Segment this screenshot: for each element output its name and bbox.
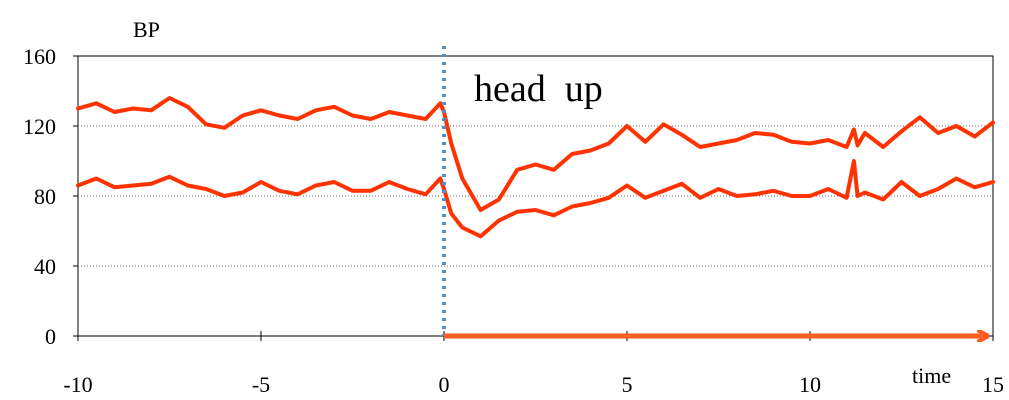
y-tick-label-40: 40 bbox=[34, 254, 56, 279]
series-line-1 bbox=[76, 96, 995, 212]
event-annotation: head up bbox=[474, 68, 603, 110]
y-tick-label-0: 0 bbox=[45, 324, 56, 349]
y-tick-label-80: 80 bbox=[34, 184, 56, 209]
y-axis-title: BP bbox=[133, 17, 160, 42]
x-tick-label--10: -10 bbox=[63, 372, 92, 397]
x-tick-label-10: 10 bbox=[799, 372, 821, 397]
y-tick-label-120: 120 bbox=[23, 114, 56, 139]
y-tick-labels: 0 40 80 120 160 bbox=[23, 44, 56, 349]
series-line-2 bbox=[76, 159, 995, 239]
x-tick-label-0: 0 bbox=[439, 372, 450, 397]
x-tick-label-15: 15 bbox=[982, 372, 1004, 397]
x-axis-title: time bbox=[912, 363, 951, 388]
series-layer bbox=[76, 96, 995, 239]
x-tick-label--5: -5 bbox=[252, 372, 270, 397]
y-tick-label-160: 160 bbox=[23, 44, 56, 69]
x-tick-label-5: 5 bbox=[622, 372, 633, 397]
x-tick-labels: -10 -5 0 5 10 15 bbox=[63, 372, 1004, 397]
